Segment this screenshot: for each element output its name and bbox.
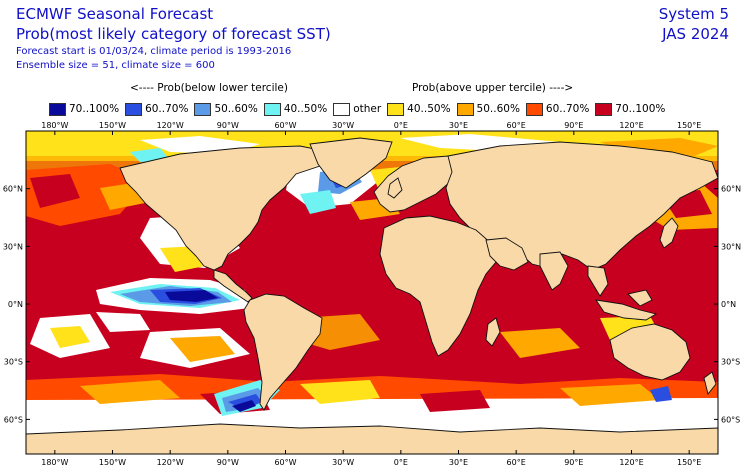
period-label: JAS 2024 xyxy=(662,25,729,43)
axis-label: 30°W xyxy=(332,121,354,130)
axis-label: 90°W xyxy=(217,458,239,467)
lon-labels-top: 180°W 150°W 120°W 90°W 60°W 30°W 0°E 30°E 60°E 90… xyxy=(41,121,701,130)
axis-label: 0°E xyxy=(394,121,408,130)
axis-label: 60°W xyxy=(274,458,296,467)
axis-label: 180°W xyxy=(41,458,68,467)
forecast-info: Forecast start is 01/03/24, climate peri… xyxy=(16,46,292,57)
axis-label: 30°E xyxy=(449,121,468,130)
legend-label: 60..70% xyxy=(145,103,189,115)
legend-swatch xyxy=(333,102,351,116)
legend-item: 50..60% xyxy=(456,100,520,118)
axis-label: 60°N xyxy=(3,185,23,194)
axis-label: 180°W xyxy=(41,121,68,130)
lat-labels-left: 60°N 30°N 0°N 30°S 60°S xyxy=(3,185,23,425)
axis-label: 120°E xyxy=(619,458,643,467)
legend-item: 70..100% xyxy=(49,100,119,118)
legend-item: other xyxy=(333,100,381,118)
axis-label: 60°S xyxy=(721,415,740,424)
system-label: System 5 xyxy=(658,5,729,23)
map-subtitle: Prob(most likely category of forecast SS… xyxy=(16,25,331,43)
legend-label: other xyxy=(353,103,382,115)
lon-labels-bottom: 180°W 150°W 120°W 90°W 60°W 30°W 0°E 30°E 60°E 90… xyxy=(41,458,701,467)
legend-item: 60..70% xyxy=(125,100,188,118)
legend-item: 70..100% xyxy=(595,100,665,118)
axis-label: 150°W xyxy=(99,121,126,130)
ensemble-info: Ensemble size = 51, climate size = 600 xyxy=(16,60,215,71)
legend-swatch xyxy=(263,102,281,116)
below-tercile-label: <---- Prob(below lower tercile) xyxy=(130,82,288,94)
axis-label: 90°E xyxy=(564,121,583,130)
above-tercile-label: Prob(above upper tercile) ----> xyxy=(412,82,574,94)
axis-label: 90°W xyxy=(217,121,239,130)
legend-swatch xyxy=(456,102,474,116)
axis-label: 60°W xyxy=(274,121,296,130)
map-svg: 180°W 150°W 120°W 90°W 60°W 30°W 0°E 30°E 60°E 90… xyxy=(3,121,741,467)
legend-label: 50..60% xyxy=(476,103,520,115)
axis-label: 60°E xyxy=(507,458,526,467)
axis-label: 150°W xyxy=(99,458,126,467)
axis-label: 60°S xyxy=(4,415,23,424)
legend-item: 60..70% xyxy=(525,100,590,118)
axis-label: 120°W xyxy=(157,121,184,130)
map-frame xyxy=(25,130,719,455)
legend-label: 50..60% xyxy=(214,103,258,115)
legend-label: 60..70% xyxy=(545,103,590,115)
axis-label: 30°S xyxy=(4,358,23,367)
axis-label: 30°S xyxy=(721,358,740,367)
legend-label: 70..100% xyxy=(69,103,120,115)
legend-label: 40..50% xyxy=(407,103,451,115)
legend-label: 40..50% xyxy=(283,103,328,115)
legend-label: 70..100% xyxy=(615,103,666,115)
axis-label: 30°N xyxy=(721,242,741,251)
legend-item: 40..50% xyxy=(263,100,328,118)
sst-probability-map: 180°W 150°W 120°W 90°W 60°W 30°W 0°E 30°E 60°E 90… xyxy=(0,118,746,470)
legend-swatch xyxy=(49,102,66,116)
lat-labels-right: 60°N 30°N 0°N 30°S 60°S xyxy=(721,185,741,425)
axis-ticks xyxy=(26,131,718,454)
axis-label: 0°N xyxy=(721,300,736,309)
axis-label: 60°E xyxy=(507,121,526,130)
axis-label: 150°E xyxy=(677,121,701,130)
axis-label: 120°W xyxy=(157,458,184,467)
land-masses xyxy=(26,137,718,454)
axis-label: 120°E xyxy=(619,121,643,130)
axis-label: 30°E xyxy=(449,458,468,467)
axis-label: 30°N xyxy=(3,242,23,251)
color-legend: 70..100% 60..70% 50..60% 40..50% other 40..50… xyxy=(49,100,671,118)
legend-swatch xyxy=(525,102,543,116)
legend-item: 50..60% xyxy=(194,100,258,118)
axis-label: 30°W xyxy=(332,458,354,467)
axis-label: 60°N xyxy=(721,185,741,194)
axis-label: 150°E xyxy=(677,458,701,467)
legend-swatch xyxy=(194,102,212,116)
axis-label: 90°E xyxy=(564,458,583,467)
legend-swatch xyxy=(595,102,613,116)
legend-item: 40..50% xyxy=(387,100,451,118)
axis-label: 0°E xyxy=(394,458,408,467)
legend-swatch xyxy=(387,102,405,116)
legend-swatch xyxy=(125,102,143,116)
axis-label: 0°N xyxy=(8,300,23,309)
map-title: ECMWF Seasonal Forecast xyxy=(16,5,214,23)
